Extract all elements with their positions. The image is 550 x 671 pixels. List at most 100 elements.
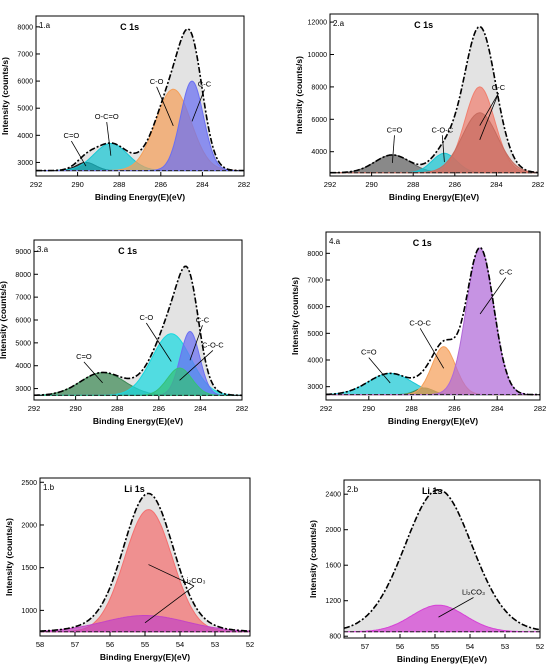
chart-title: Li 1s [422, 486, 443, 496]
annotation-label: C-O-C [431, 125, 453, 134]
y-tick-label: 4000 [15, 363, 31, 370]
annotation-leader [441, 135, 445, 163]
x-tick-label: 292 [324, 180, 337, 189]
y-tick-label: 4000 [17, 133, 33, 140]
annotation-label: C-C [196, 315, 210, 324]
y-tick-label: 800 [329, 634, 341, 641]
plot-area [330, 25, 538, 174]
annotation-label: C-O-C [409, 318, 431, 327]
y-tick-label: 3000 [15, 386, 31, 393]
x-tick-label: 58 [36, 640, 44, 649]
x-tick-label: 286 [448, 404, 461, 413]
chart-panel-2: 292 290 288 286 284 282 4000 6000 8000 10000 12000… [294, 13, 545, 202]
annotation-leader [106, 122, 112, 156]
annotation-label: C-O [150, 77, 164, 86]
x-tick-label: 292 [30, 180, 43, 189]
annotation-label: C=O [76, 352, 92, 361]
panel-label: 4.a [329, 237, 341, 246]
annotation-leader [71, 140, 87, 167]
y-tick-label: 7000 [17, 51, 33, 58]
y-tick-label: 1200 [325, 598, 341, 605]
annotation-leader [479, 92, 499, 126]
y-tick-label: 12000 [308, 20, 328, 27]
annotation-label: C-C [499, 268, 513, 277]
envelope-fill [36, 28, 244, 171]
y-tick-label: 1600 [325, 563, 341, 570]
annotation-label: C=O [64, 131, 80, 140]
y-tick-label: 6000 [15, 318, 31, 325]
x-tick-label: 292 [320, 404, 333, 413]
peak-li2co3-1 [40, 615, 250, 633]
annotation-leader [392, 135, 395, 163]
plot-area [34, 265, 242, 397]
y-tick-label: 5000 [307, 331, 323, 338]
x-tick-label: 284 [491, 404, 504, 413]
x-tick-label: 282 [534, 404, 547, 413]
x-axis-label: Binding Energy(E)(eV) [397, 654, 487, 664]
x-tick-label: 54 [466, 642, 474, 651]
y-tick-label: 7000 [307, 278, 323, 285]
envelope-line [36, 28, 244, 172]
x-tick-label: 290 [363, 404, 376, 413]
annotation-leader [156, 86, 174, 126]
x-tick-label: 282 [238, 180, 251, 189]
annotation-leader [145, 322, 172, 362]
x-tick-label: 288 [407, 180, 420, 189]
annotation-label: Li₂CO₃ [182, 576, 205, 585]
annotation-label: C=O [387, 125, 403, 134]
x-tick-label: 286 [449, 180, 462, 189]
x-tick-label: 55 [431, 642, 439, 651]
envelope-line [34, 265, 242, 397]
x-tick-label: 57 [361, 642, 369, 651]
plot-frame [343, 479, 541, 639]
annotation-label: C-C [198, 80, 212, 89]
y-tick-label: 3000 [17, 160, 33, 167]
panel-label: 1.a [39, 21, 51, 30]
x-tick-label: 282 [532, 180, 545, 189]
x-axis-label: Binding Energy(E)(eV) [389, 192, 479, 202]
annotation-label: C-O-C [202, 340, 224, 349]
x-tick-label: 53 [501, 642, 509, 651]
envelope-line [330, 25, 538, 174]
y-axis-label: Intensity (counts/s) [0, 57, 10, 135]
x-axis-label: Binding Energy(E)(eV) [388, 416, 478, 426]
annotation-label: C-C [492, 83, 506, 92]
panel-label: 2.a [333, 19, 345, 28]
plot-frame [35, 15, 245, 177]
x-tick-label: 52 [536, 642, 544, 651]
x-tick-label: 52 [246, 640, 254, 649]
x-tick-label: 284 [194, 404, 207, 413]
annotation-leader [479, 92, 499, 140]
y-axis-label: Intensity (counts/s) [290, 277, 300, 355]
y-tick-label: 6000 [311, 117, 327, 124]
plot-area [40, 492, 250, 633]
y-tick-label: 2000 [325, 527, 341, 534]
plot-area [326, 246, 540, 396]
x-tick-label: 286 [155, 180, 168, 189]
x-tick-label: 284 [196, 180, 209, 189]
annotation-leader [438, 597, 474, 618]
x-tick-label: 292 [28, 404, 41, 413]
annotation-leader [148, 564, 195, 587]
chart-panel-4: 292 290 288 286 284 282 3000 4000 5000 6000 7000 80… [290, 231, 547, 426]
y-axis-label: Intensity (counts/s) [294, 56, 304, 134]
annotation-label: C=O [361, 348, 377, 357]
y-tick-label: 6000 [17, 79, 33, 86]
envelope-line [40, 492, 250, 632]
chart-title: C 1s [118, 246, 137, 256]
chart-panel-1: 292 290 288 286 284 282 3000 4000 5000 6000 7000 80… [0, 15, 251, 202]
x-tick-label: 57 [71, 640, 79, 649]
chart-title: C 1s [120, 22, 139, 32]
y-tick-label: 10000 [308, 52, 328, 59]
y-axis-label: Intensity (counts/s) [0, 281, 8, 359]
annotation-leader [179, 350, 214, 381]
plot-frame [325, 231, 541, 401]
y-tick-label: 9000 [15, 249, 31, 256]
chart-panel-5: 58 57 56 55 54 53 52 1000 1500 2000 2500 Binding En… [4, 477, 254, 662]
y-axis-label: Intensity (counts/s) [308, 520, 318, 598]
x-tick-label: 55 [141, 640, 149, 649]
x-axis-label: Binding Energy(E)(eV) [100, 652, 190, 662]
envelope-line [344, 489, 540, 631]
panel-label: 2.b [347, 485, 359, 494]
